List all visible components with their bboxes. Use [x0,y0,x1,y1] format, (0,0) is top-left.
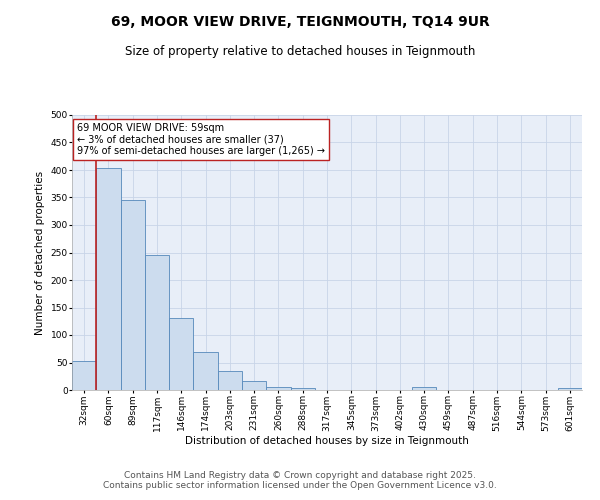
Bar [121,200,145,390]
X-axis label: Distribution of detached houses by size in Teignmouth: Distribution of detached houses by size … [185,436,469,446]
Bar [145,254,169,390]
Bar [169,318,193,390]
Bar [218,372,242,390]
Text: 69, MOOR VIEW DRIVE, TEIGNMOUTH, TQ14 9UR: 69, MOOR VIEW DRIVE, TEIGNMOUTH, TQ14 9U… [110,15,490,29]
Bar [193,352,218,390]
Bar [412,387,436,390]
Bar [72,362,96,390]
Bar [266,387,290,390]
Y-axis label: Number of detached properties: Number of detached properties [35,170,45,334]
Text: Size of property relative to detached houses in Teignmouth: Size of property relative to detached ho… [125,45,475,58]
Text: Contains HM Land Registry data © Crown copyright and database right 2025.
Contai: Contains HM Land Registry data © Crown c… [103,470,497,490]
Text: 69 MOOR VIEW DRIVE: 59sqm
← 3% of detached houses are smaller (37)
97% of semi-d: 69 MOOR VIEW DRIVE: 59sqm ← 3% of detach… [77,123,325,156]
Bar [96,168,121,390]
Bar [558,388,582,390]
Bar [290,388,315,390]
Bar [242,380,266,390]
